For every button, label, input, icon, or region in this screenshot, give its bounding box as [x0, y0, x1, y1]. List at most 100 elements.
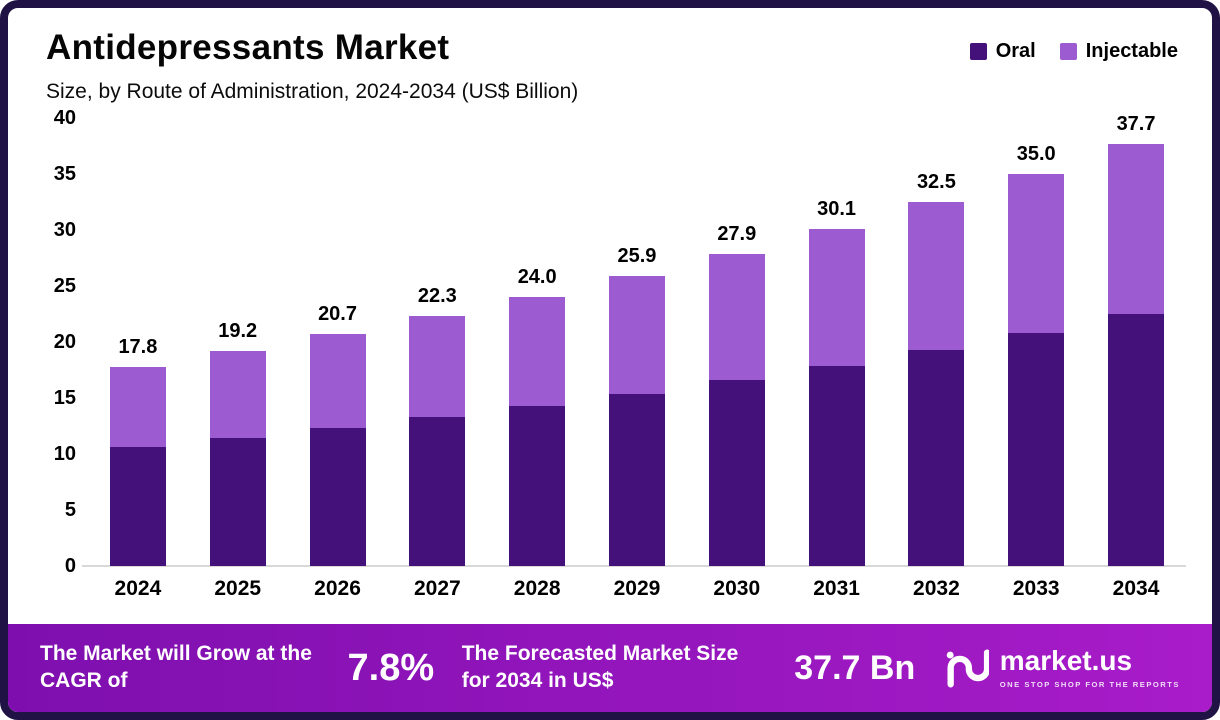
- x-axis-label: 2034: [1112, 577, 1160, 600]
- bar-segment-injectable: [908, 202, 965, 350]
- legend-item-oral: Oral: [969, 40, 1036, 63]
- bar-segment-injectable: [808, 228, 865, 366]
- x-axis-label: 2027: [413, 577, 461, 600]
- bar-value-label: 19.2: [218, 319, 258, 342]
- bar-group: 19.2 2025: [188, 118, 288, 612]
- bar-segment-injectable: [209, 350, 266, 439]
- brand-text: market.us ONE STOP SHOP FOR THE REPORTS: [999, 645, 1180, 690]
- y-tick-label: 5: [64, 499, 76, 521]
- y-tick-label: 25: [53, 275, 76, 297]
- bar-value-label: 22.3: [417, 285, 457, 308]
- stacked-bar: [309, 334, 366, 566]
- stacked-bar: [608, 275, 665, 566]
- brand-block: market.us ONE STOP SHOP FOR THE REPORTS: [943, 647, 1180, 689]
- bar-segment-injectable: [608, 275, 665, 394]
- forecast-label: The Forecasted Market Size for 2034 in U…: [461, 642, 739, 692]
- x-axis-label: 2030: [713, 577, 761, 600]
- y-axis: 0 5 10 15 20 25 30 35 40: [38, 107, 88, 612]
- stacked-bar: [409, 316, 466, 566]
- brand-tagline: ONE STOP SHOP FOR THE REPORTS: [999, 680, 1180, 689]
- x-axis-label: 2028: [513, 577, 561, 600]
- bar-segment-oral: [209, 438, 266, 566]
- stacked-bar: [209, 350, 266, 566]
- bar-segment-oral: [1008, 333, 1065, 566]
- bar-value-label: 20.7: [318, 303, 357, 326]
- bar-value-label: 24.0: [517, 266, 557, 289]
- x-axis-label: 2026: [314, 577, 361, 600]
- cagr-label: The Market will Grow at the CAGR of: [40, 642, 312, 692]
- bar-segment-injectable: [1108, 143, 1165, 314]
- bar-group: 30.1 2031: [787, 118, 887, 612]
- bar-value-label: 30.1: [817, 197, 857, 220]
- bar-segment-injectable: [309, 334, 366, 429]
- chart-legend: Oral Injectable: [969, 40, 1178, 63]
- x-axis-label: 2033: [1012, 577, 1060, 600]
- legend-item-injectable: Injectable: [1059, 40, 1178, 63]
- cagr-value: 7.8%: [347, 646, 435, 689]
- bar-segment-oral: [509, 405, 566, 566]
- bars-container: 17.8 2024 19.2 2025 20.7 2026 22.3 2027 24.0 2028…: [88, 113, 1186, 612]
- bar-segment-oral: [109, 447, 166, 566]
- bar-group: 25.9 2029: [587, 118, 687, 612]
- bar-segment-oral: [708, 380, 765, 566]
- bar-group: 32.5 2032: [887, 118, 987, 612]
- y-tick-label: 30: [53, 219, 76, 241]
- stacked-bar: [908, 202, 965, 566]
- bar-value-label: 35.0: [1016, 143, 1056, 166]
- page-title: Antidepressants Market: [46, 28, 450, 67]
- x-axis-label: 2031: [813, 577, 860, 600]
- bar-group: 24.0 2028: [487, 118, 587, 612]
- stacked-bar: [1108, 143, 1165, 566]
- y-tick-label: 20: [53, 331, 76, 353]
- plot-area: 17.8 2024 19.2 2025 20.7 2026 22.3 2027 24.0 2028…: [82, 113, 1186, 612]
- bar-group: 27.9 2030: [687, 118, 787, 612]
- stacked-bar: [708, 253, 765, 566]
- chart: 0 5 10 15 20 25 30 35 40 17.8 2024 19.2 2025 20.7 202…: [38, 107, 1186, 612]
- bar-segment-oral: [808, 365, 865, 566]
- bar-group: 37.7 2034: [1086, 113, 1186, 612]
- legend-swatch-oral: [969, 43, 987, 60]
- bar-segment-oral: [309, 428, 366, 566]
- bar-segment-oral: [409, 417, 466, 566]
- stacked-bar: [808, 228, 865, 566]
- page-subtitle: Size, by Route of Administration, 2024-2…: [46, 80, 579, 103]
- stacked-bar: [1008, 174, 1065, 566]
- bar-value-label: 27.9: [717, 222, 757, 245]
- footer-banner: The Market will Grow at the CAGR of 7.8%…: [8, 624, 1212, 712]
- y-tick-label: 10: [53, 443, 76, 465]
- bar-segment-oral: [908, 349, 965, 566]
- header-titles: Antidepressants Market Size, by Route of…: [46, 28, 578, 104]
- bar-value-label: 17.8: [118, 335, 158, 358]
- legend-label-injectable: Injectable: [1085, 40, 1178, 62]
- bar-value-label: 32.5: [916, 171, 956, 194]
- bar-segment-oral: [608, 393, 665, 566]
- bar-segment-injectable: [1008, 174, 1065, 334]
- bar-segment-injectable: [409, 316, 466, 418]
- y-tick-label: 40: [53, 107, 76, 129]
- bar-group: 17.8 2024: [88, 118, 188, 612]
- x-axis-label: 2025: [214, 577, 262, 600]
- legend-label-oral: Oral: [995, 40, 1036, 62]
- bar-segment-injectable: [708, 253, 765, 381]
- bar-value-label: 25.9: [617, 244, 657, 267]
- bar-segment-injectable: [109, 366, 166, 448]
- header: Antidepressants Market Size, by Route of…: [8, 8, 1212, 104]
- x-axis-label: 2029: [613, 577, 661, 600]
- stacked-bar: [509, 297, 566, 566]
- y-tick-label: 35: [53, 163, 76, 185]
- bar-group: 22.3 2027: [387, 118, 487, 612]
- x-axis-label: 2024: [114, 577, 162, 600]
- market-us-logo-icon: [946, 649, 989, 688]
- brand-name: market.us: [999, 645, 1133, 676]
- bar-group: 20.7 2026: [288, 118, 388, 612]
- x-axis-label: 2032: [913, 577, 960, 600]
- bar-value-label: 37.7: [1116, 112, 1156, 135]
- y-tick-label: 0: [64, 555, 76, 577]
- stacked-bar: [109, 366, 166, 566]
- y-tick-label: 15: [53, 387, 76, 409]
- bar-segment-oral: [1108, 314, 1165, 566]
- bar-segment-injectable: [509, 297, 566, 406]
- forecast-value: 37.7 Bn: [794, 648, 916, 687]
- x-axis-line: [82, 565, 1186, 567]
